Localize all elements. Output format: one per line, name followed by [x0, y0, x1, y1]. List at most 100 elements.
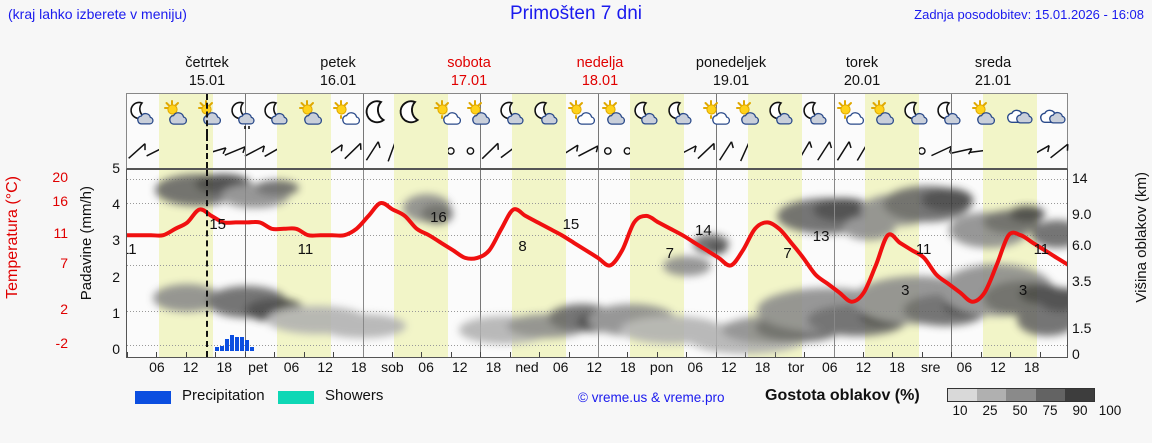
time-axis-label: 06 — [822, 359, 838, 375]
hour-tick — [656, 352, 658, 357]
precipitation-tick-label: 3 — [112, 232, 120, 249]
temperature-value-label: 11 — [1033, 241, 1050, 259]
precipitation-tick-label: 1 — [112, 304, 120, 321]
precipitation-bar — [215, 347, 220, 351]
temperature-value-label: 8 — [518, 237, 527, 255]
cloud-height-tick-label: 6.0 — [1072, 237, 1092, 254]
temperature-value-label: 15 — [562, 215, 580, 233]
moon-icon — [363, 99, 397, 134]
precipitation-axis-title: Padavine (mm/h) — [78, 186, 95, 301]
day-separator — [715, 170, 717, 357]
daylight-band — [629, 135, 684, 168]
daylight-band — [865, 135, 920, 168]
cloud-density-colorbar — [947, 388, 1095, 402]
hour-tick — [804, 352, 806, 357]
cloud-density-field — [153, 174, 1067, 354]
precipitation-bar — [239, 336, 244, 351]
time-axis: 06 12 18 pet 06 12 18 sob 06 12 18 ned 06 12 18 pon 06 12… — [126, 359, 1068, 381]
cloud-height-tick-label: 3.5 — [1072, 273, 1092, 290]
hour-tick — [627, 352, 629, 357]
hour-tick — [244, 352, 246, 357]
last-update-text: Zadnja posodobitev: 15.01.2026 - 16:08 — [914, 7, 1144, 22]
sun-cloud-small-icon — [834, 99, 868, 134]
time-axis-label: 18 — [1023, 359, 1040, 375]
hour-tick — [156, 352, 158, 357]
temperature-value-label: 16 — [430, 209, 447, 227]
cloud-density-swatch — [948, 389, 978, 401]
precipitation-swatch — [135, 391, 171, 404]
day-separator — [244, 170, 246, 357]
day-header: nedelja 18.01 — [537, 54, 663, 93]
weather-icon-strip — [126, 93, 1068, 135]
precipitation-tick-label: 2 — [112, 268, 120, 285]
current-time-marker — [205, 170, 208, 357]
temperature-tick-label: -2 — [55, 334, 68, 351]
time-axis-label: ned — [515, 359, 539, 375]
time-axis-label: pet — [248, 359, 268, 375]
day-date: 16.01 — [319, 73, 357, 89]
hour-tick — [892, 352, 894, 357]
day-separator — [480, 135, 482, 168]
hour-tick — [715, 352, 717, 357]
cloud-density-swatch — [1035, 389, 1065, 401]
time-axis-label: 12 — [721, 359, 737, 375]
day-header: petek 16.01 — [275, 54, 401, 93]
moon-cloud-icon — [766, 99, 800, 134]
hour-tick — [774, 352, 776, 357]
day-date: 21.01 — [974, 73, 1012, 89]
time-axis-label: 18 — [485, 359, 502, 375]
hour-tick — [862, 352, 864, 357]
day-name: petek — [320, 55, 356, 71]
sun-cloud-icon — [194, 99, 228, 134]
hour-tick — [921, 352, 923, 357]
page-title: Primošten 7 dni — [509, 3, 642, 24]
time-axis-label: 18 — [754, 359, 771, 375]
moon-cloud-icon — [901, 99, 935, 134]
hour-tick — [686, 352, 688, 357]
day-separator — [480, 170, 482, 357]
day-separator — [244, 135, 246, 168]
cloud-density-tick: 10 — [952, 403, 968, 418]
temperature-value-label: 14 — [695, 221, 712, 239]
precipitation-bar — [244, 340, 249, 351]
hour-tick — [1039, 352, 1041, 357]
time-axis-label: 12 — [990, 359, 1006, 375]
time-axis-label: 12 — [317, 359, 333, 375]
hour-tick — [274, 352, 276, 357]
moon-cloud-icon — [934, 99, 968, 134]
hour-tick — [450, 352, 452, 357]
day-separator — [362, 94, 364, 135]
day-name: ponedeljek — [695, 55, 767, 71]
time-axis-label: 18 — [351, 359, 367, 375]
temperature-tick-label: 7 — [60, 255, 68, 272]
gridline-horizontal — [127, 265, 1067, 267]
day-separator-major — [598, 170, 599, 357]
daylight-band — [747, 135, 802, 168]
temperature-value-label: 3 — [1018, 281, 1028, 299]
showers-legend-label: Showers — [325, 387, 384, 404]
showers-swatch — [278, 391, 314, 404]
hour-tick — [745, 352, 747, 357]
sun-cloud-icon — [598, 99, 632, 134]
cloud-density-swatch — [977, 389, 1007, 401]
day-date: 15.01 — [188, 73, 226, 89]
temperature-value-label: 11 — [127, 241, 137, 259]
copyright-text: © vreme.us & vreme.pro — [578, 390, 725, 405]
day-header: četrtek 15.01 — [144, 54, 270, 93]
precipitation-bar — [249, 346, 254, 351]
cloud-density-tick: 100 — [1098, 403, 1122, 418]
temperature-axis-title: Temperatura (°C) — [4, 176, 21, 299]
cloud-height-tick-label: 1.5 — [1072, 319, 1092, 336]
meteogram-plot: 11 15 11 16 8 15 7 14 7 13 3 11 3 11 — [126, 169, 1068, 358]
cloud-height-tick-label: 14 — [1072, 170, 1088, 187]
sun-cloud-icon — [161, 99, 195, 134]
temperature-value-label: 13 — [812, 228, 830, 246]
moon-cloud-icon — [127, 99, 161, 134]
temperature-value-label: 7 — [783, 245, 792, 263]
precipitation-bar — [220, 345, 225, 351]
day-separator — [833, 135, 835, 168]
hour-tick — [980, 352, 982, 357]
cloud-density-swatch — [1006, 389, 1036, 401]
cloud-icon — [1035, 99, 1069, 134]
cloud-density-title: Gostota oblakov (%) — [765, 387, 920, 404]
